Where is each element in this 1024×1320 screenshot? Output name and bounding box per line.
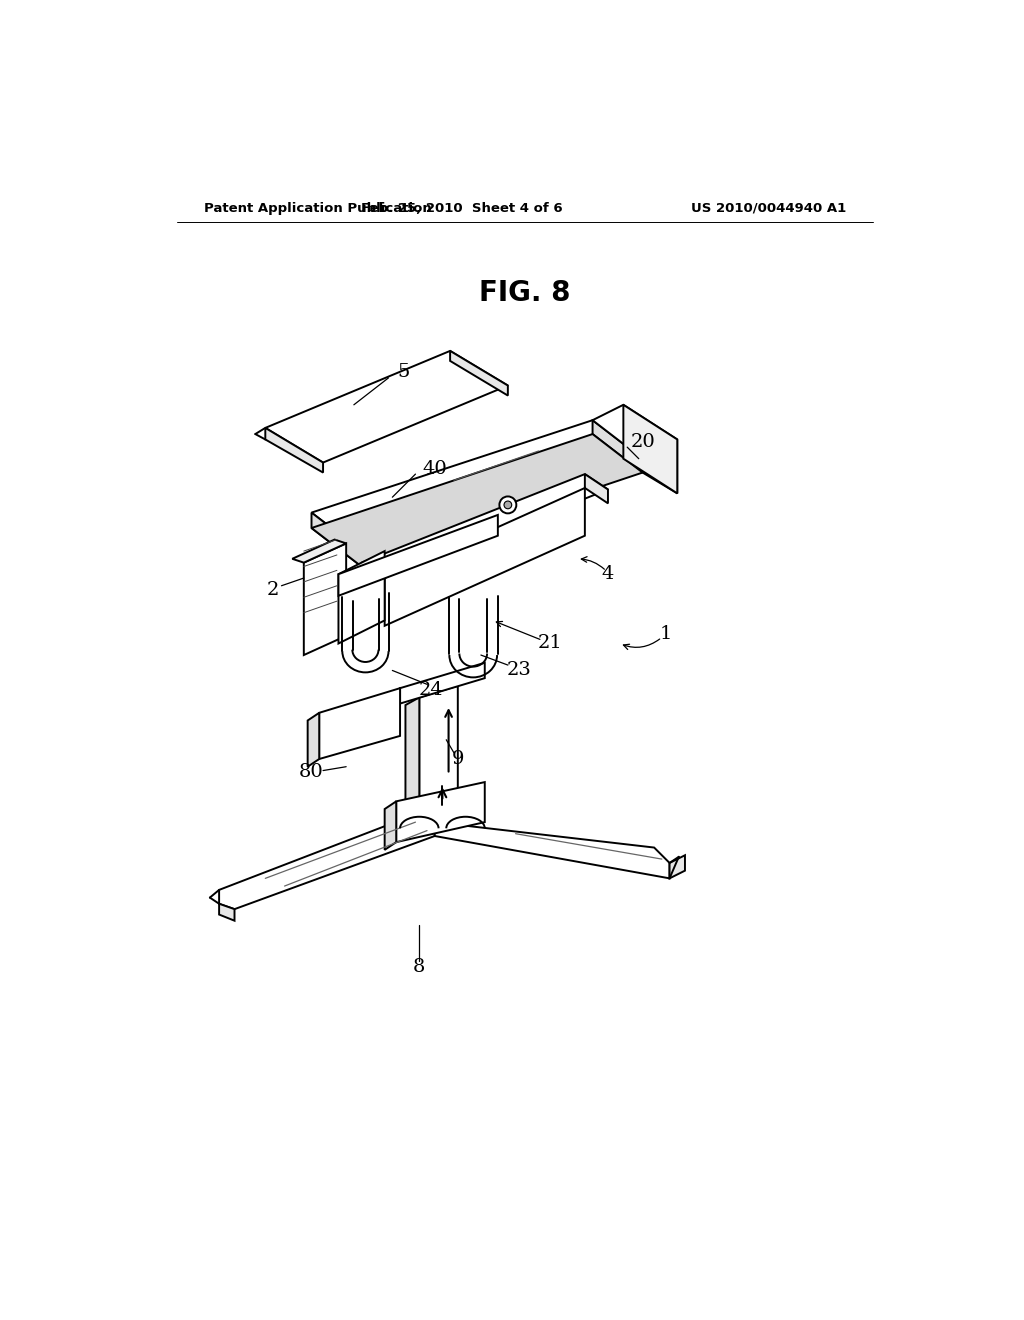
Polygon shape: [304, 544, 346, 655]
Circle shape: [504, 502, 512, 508]
Text: 8: 8: [413, 958, 426, 975]
Polygon shape: [643, 440, 677, 494]
Text: Feb. 25, 2010  Sheet 4 of 6: Feb. 25, 2010 Sheet 4 of 6: [360, 202, 562, 215]
Text: 21: 21: [538, 635, 562, 652]
Polygon shape: [307, 713, 319, 767]
Polygon shape: [419, 686, 458, 805]
Polygon shape: [339, 515, 498, 595]
Polygon shape: [361, 474, 608, 578]
Polygon shape: [400, 663, 484, 704]
Text: FIG. 8: FIG. 8: [479, 279, 570, 308]
Text: 1: 1: [659, 626, 672, 643]
Polygon shape: [670, 855, 685, 878]
Text: 5: 5: [397, 363, 410, 381]
Text: 40: 40: [422, 459, 447, 478]
Circle shape: [500, 496, 516, 513]
Polygon shape: [265, 428, 323, 473]
Polygon shape: [396, 781, 484, 842]
Polygon shape: [265, 351, 508, 462]
Polygon shape: [361, 562, 385, 591]
Text: US 2010/0044940 A1: US 2010/0044940 A1: [691, 202, 847, 215]
Text: 20: 20: [630, 433, 655, 450]
Polygon shape: [624, 405, 677, 494]
Text: 9: 9: [452, 750, 464, 768]
Polygon shape: [311, 420, 643, 552]
Text: 4: 4: [602, 565, 614, 583]
Polygon shape: [292, 540, 346, 562]
Polygon shape: [406, 697, 419, 813]
Text: 23: 23: [507, 661, 531, 680]
Polygon shape: [219, 813, 435, 909]
Polygon shape: [311, 512, 361, 566]
Polygon shape: [435, 822, 670, 878]
Polygon shape: [319, 688, 400, 759]
Polygon shape: [219, 904, 234, 921]
Text: 80: 80: [299, 763, 324, 781]
Polygon shape: [451, 351, 508, 396]
Text: 24: 24: [419, 681, 443, 698]
Polygon shape: [311, 434, 643, 566]
Polygon shape: [385, 801, 396, 850]
Polygon shape: [388, 688, 400, 711]
Text: Patent Application Publication: Patent Application Publication: [204, 202, 431, 215]
Polygon shape: [585, 474, 608, 503]
Polygon shape: [593, 420, 643, 473]
Polygon shape: [593, 405, 677, 459]
Text: 2: 2: [267, 581, 280, 598]
Polygon shape: [339, 552, 385, 644]
Polygon shape: [385, 488, 585, 626]
